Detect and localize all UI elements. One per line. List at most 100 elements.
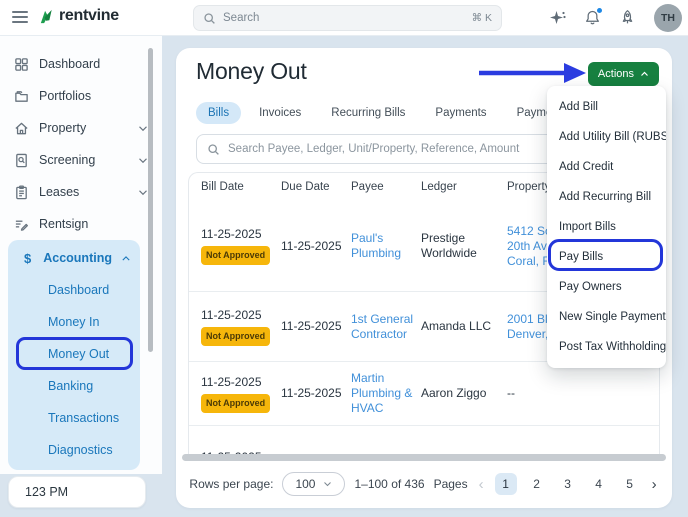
- page-title: Money Out: [196, 58, 307, 84]
- menu-item-pay-bills[interactable]: Pay Bills: [559, 251, 604, 263]
- rentvine-logo[interactable]: rentvine: [38, 7, 119, 25]
- ledger: Amanda LLC: [421, 319, 492, 333]
- sidebar-subitem-money-in[interactable]: Money In: [48, 315, 100, 329]
- table-row[interactable]: 11-25-2025 Not Approved 11-25-2025 Marti…: [189, 361, 659, 425]
- column-header-due-date[interactable]: Due Date: [281, 181, 330, 193]
- next-page-button[interactable]: ›: [651, 475, 657, 493]
- ledger: Prestige Worldwide: [421, 231, 477, 260]
- chevron-down-icon: [324, 482, 332, 487]
- page-button-5[interactable]: 5: [626, 477, 633, 491]
- previous-page-button[interactable]: ‹: [478, 475, 484, 493]
- sidebar-item-property[interactable]: Property: [0, 112, 162, 144]
- rocket-icon[interactable]: [619, 9, 637, 27]
- sidebar-item-accounting[interactable]: $ Accounting: [8, 242, 140, 274]
- clock-widget: 123 PM: [8, 476, 146, 508]
- pagination-bar: Rows per page: 100 1–100 of 436 Pages ‹ …: [176, 472, 672, 496]
- table-horizontal-scrollbar[interactable]: [182, 454, 666, 461]
- sidebar-item-rentsign[interactable]: Rentsign: [0, 208, 162, 240]
- search-shortcut-hint: ⌘ K: [471, 12, 492, 24]
- tab-invoices[interactable]: Invoices: [259, 107, 302, 119]
- portfolios-icon: [15, 90, 28, 102]
- column-header-ledger[interactable]: Ledger: [421, 181, 457, 193]
- actions-button[interactable]: Actions: [587, 62, 659, 86]
- sidebar-item-label: Portfolios: [39, 89, 92, 103]
- bills-search-input[interactable]: [228, 143, 641, 155]
- rows-per-page-label: Rows per page:: [189, 477, 274, 491]
- dashboard-icon: [15, 57, 28, 71]
- sidebar-subitem-transactions[interactable]: Transactions: [48, 411, 120, 425]
- payee-link[interactable]: Paul's Plumbing: [351, 231, 402, 260]
- page-button-4[interactable]: 4: [595, 477, 602, 491]
- bills-search[interactable]: [196, 134, 652, 164]
- screening-icon: [16, 153, 27, 167]
- menu-item-add-bill[interactable]: Add Bill: [559, 101, 598, 113]
- rentvine-logo-icon: [40, 9, 52, 23]
- global-search[interactable]: ⌘ K: [193, 5, 502, 31]
- sidebar-item-label: Screening: [39, 153, 96, 167]
- sidebar-item-label: Rentsign: [39, 217, 89, 231]
- tab-recurring-bills[interactable]: Recurring Bills: [331, 107, 406, 119]
- chevron-down-icon: [139, 189, 147, 195]
- sidebar-subitem-dashboard[interactable]: Dashboard: [48, 283, 110, 297]
- hamburger-menu-icon[interactable]: [12, 11, 28, 25]
- column-header-payee[interactable]: Payee: [351, 181, 384, 193]
- due-date: 11-25-2025: [281, 386, 342, 400]
- accounting-section: $ Accounting Dashboard Money In Money Ou…: [8, 240, 140, 470]
- property-unit: --: [507, 386, 515, 400]
- chevron-up-icon: [641, 71, 648, 76]
- sidebar-item-label: Dashboard: [39, 57, 101, 71]
- sidebar-subitem-banking[interactable]: Banking: [48, 379, 94, 393]
- menu-item-add-credit[interactable]: Add Credit: [559, 161, 614, 173]
- sidebar-item-label: Accounting: [43, 251, 112, 265]
- notification-dot: [596, 7, 603, 14]
- brand-name: rentvine: [59, 7, 119, 24]
- global-search-input[interactable]: [223, 12, 465, 24]
- search-icon: [204, 12, 215, 24]
- menu-item-post-tax-withholdings[interactable]: Post Tax Withholdings: [559, 341, 666, 353]
- chevron-up-icon: [122, 255, 130, 260]
- sidebar-item-dashboard[interactable]: Dashboard: [0, 48, 162, 80]
- bill-date: 11-25-2025: [201, 227, 262, 241]
- column-header-bill-date[interactable]: Bill Date: [201, 181, 244, 193]
- ledger: Aaron Ziggo: [421, 386, 487, 400]
- rentsign-icon: [15, 220, 28, 231]
- menu-item-import-bills[interactable]: Import Bills: [559, 221, 616, 233]
- page-button-3[interactable]: 3: [564, 477, 571, 491]
- tab-bills[interactable]: Bills: [196, 102, 242, 124]
- pagination-range: 1–100 of 436: [354, 477, 425, 491]
- menu-item-add-utility-bill[interactable]: Add Utility Bill (RUBS): [559, 131, 666, 143]
- menu-item-add-recurring-bill[interactable]: Add Recurring Bill: [559, 191, 652, 203]
- sidebar-item-label: Property: [39, 121, 87, 135]
- chevron-down-icon: [139, 125, 147, 131]
- dollar-icon: $: [24, 250, 32, 266]
- payee-link[interactable]: 1st General Contractor: [351, 311, 414, 341]
- sidebar-subitem-diagnostics[interactable]: Diagnostics: [48, 443, 113, 457]
- bill-date: 11-25-2025: [201, 374, 262, 389]
- sidebar-item-leases[interactable]: Leases: [0, 176, 162, 208]
- ai-sparkle-icon[interactable]: [549, 9, 567, 27]
- page-button-2[interactable]: 2: [533, 477, 540, 491]
- actions-dropdown-menu: Add Bill Add Utility Bill (RUBS) Add Cre…: [547, 86, 666, 368]
- chevron-down-icon: [139, 157, 147, 163]
- sidebar-scrollbar[interactable]: [148, 48, 153, 352]
- sidebar-subitem-money-out[interactable]: Money Out: [48, 347, 110, 361]
- topbar-actions: TH: [549, 0, 682, 36]
- sidebar-item-portfolios[interactable]: Portfolios: [0, 80, 162, 112]
- sidebar-item-screening[interactable]: Screening: [0, 144, 162, 176]
- status-badge: Not Approved: [201, 326, 271, 346]
- status-badge: Not Approved: [201, 393, 271, 413]
- rows-per-page-select[interactable]: 100: [282, 472, 346, 496]
- menu-item-pay-owners[interactable]: Pay Owners: [559, 281, 622, 293]
- tab-payments[interactable]: Payments: [435, 107, 487, 119]
- sidebar-item-label: Leases: [39, 185, 80, 199]
- search-icon: [208, 143, 219, 155]
- due-date: 11-25-2025: [281, 238, 342, 253]
- page-button-1[interactable]: 1: [494, 473, 517, 495]
- leases-icon: [16, 184, 27, 199]
- user-avatar[interactable]: TH: [654, 4, 682, 32]
- notifications-bell-icon[interactable]: [584, 7, 603, 27]
- menu-item-new-single-payment[interactable]: New Single Payment: [559, 311, 666, 323]
- payee-link[interactable]: Martin Plumbing & HVAC: [351, 371, 413, 415]
- due-date: 11-25-2025: [281, 319, 342, 333]
